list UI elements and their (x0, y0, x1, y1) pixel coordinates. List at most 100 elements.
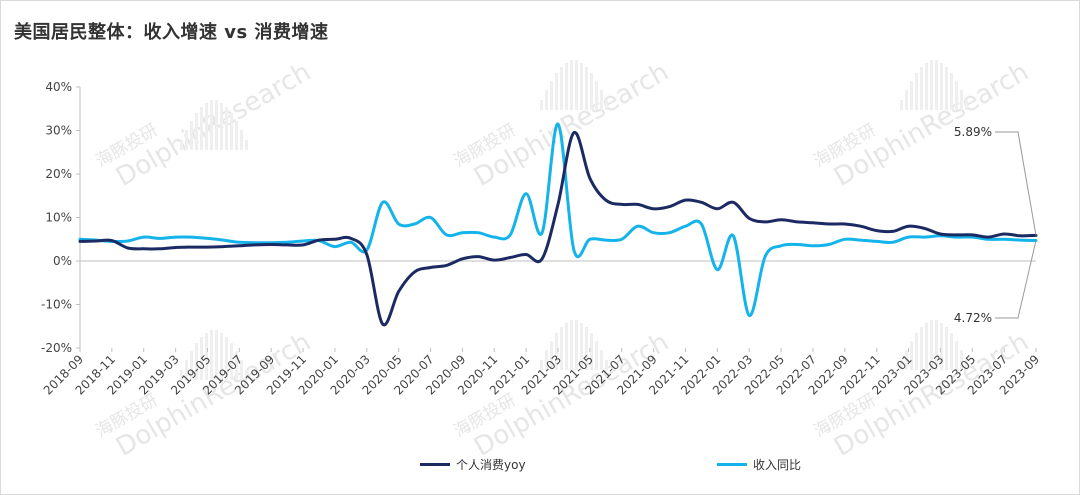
watermark-bar (925, 323, 928, 370)
watermark-bar (540, 360, 543, 370)
watermark-bar (245, 140, 248, 150)
watermark-bar (920, 67, 923, 110)
watermark-bar (185, 360, 188, 380)
watermark-bar (200, 107, 203, 150)
watermark-bar (230, 113, 233, 150)
watermark-bar (910, 341, 913, 370)
watermark-bar (225, 107, 228, 150)
watermark-bar (580, 323, 583, 370)
watermark-bar (180, 140, 183, 150)
watermark-bar (225, 337, 228, 380)
y-tick-label: 40% (45, 80, 72, 94)
watermark-bar (600, 350, 603, 370)
watermark-bar (905, 350, 908, 370)
watermark-bar (560, 67, 563, 110)
watermark-bar (920, 327, 923, 370)
watermark-bar (215, 330, 218, 380)
legend-label-consumption: 个人消费yoy (456, 458, 526, 472)
legend-label-income: 收入同比 (753, 458, 802, 472)
watermark-bar (930, 60, 933, 110)
watermark-bar (235, 121, 238, 150)
watermark-bar (220, 103, 223, 150)
watermark-bar (200, 337, 203, 380)
watermark-bar (220, 333, 223, 380)
watermark-bar (955, 81, 958, 110)
callout-leader-line (995, 131, 1037, 236)
watermark-bar (595, 341, 598, 370)
watermark-bar (955, 341, 958, 370)
y-tick-label: 10% (45, 211, 72, 225)
watermark-bar (540, 100, 543, 110)
watermark-bar (230, 343, 233, 380)
watermark-bar (550, 341, 553, 370)
watermark-bar (245, 370, 248, 380)
watermark-bar (185, 130, 188, 150)
watermark-bar (580, 63, 583, 110)
watermark-bar (965, 100, 968, 110)
watermark-bar (205, 333, 208, 380)
watermark-bar (935, 320, 938, 370)
watermark-bar (195, 343, 198, 380)
watermark-bar (240, 360, 243, 380)
watermark-bar (585, 67, 588, 110)
y-tick-label: -20% (41, 341, 72, 355)
legend-swatch-income (717, 463, 747, 466)
watermark-bar (925, 63, 928, 110)
callout-leader-line (995, 240, 1037, 319)
watermark-bar (550, 81, 553, 110)
chart-title: 美国居民整体：收入增速 vs 消费增速 (14, 22, 329, 43)
watermark-bar (570, 320, 573, 370)
watermark-bar (190, 351, 193, 380)
watermark-bar (905, 90, 908, 110)
watermark-bar (900, 360, 903, 370)
watermark-bar (575, 60, 578, 110)
watermark-bar (570, 60, 573, 110)
series-line-income (78, 122, 1038, 317)
watermark-bar (945, 327, 948, 370)
watermark-bar (545, 350, 548, 370)
legend-swatch-consumption (420, 463, 450, 466)
watermark-bars (180, 60, 968, 380)
watermark-bar (915, 73, 918, 110)
watermark-bar (560, 327, 563, 370)
watermark-bar (205, 103, 208, 150)
watermark-bar (915, 333, 918, 370)
watermark-bar (555, 333, 558, 370)
callout-label: 4.72% (954, 311, 992, 325)
watermark-bar (575, 320, 578, 370)
watermark-bar (210, 100, 213, 150)
y-tick-label: 20% (45, 167, 72, 181)
watermark-bar (960, 350, 963, 370)
watermark-bar (565, 63, 568, 110)
watermark-bar (950, 333, 953, 370)
watermark-bar (950, 73, 953, 110)
watermark-bar (900, 100, 903, 110)
watermark-bar (190, 121, 193, 150)
watermark-bar (960, 90, 963, 110)
watermark-bar (180, 370, 183, 380)
watermark-bar (585, 327, 588, 370)
callout-label: 5.89% (954, 125, 992, 139)
watermark-bar (605, 100, 608, 110)
watermark-bar (195, 113, 198, 150)
legend-item-consumption: 个人消费yoy (420, 456, 526, 473)
watermark-bar (240, 130, 243, 150)
watermark-bar (945, 67, 948, 110)
watermark-bar (555, 73, 558, 110)
watermark-bar (595, 81, 598, 110)
series-line-consumption (78, 131, 1038, 327)
watermark-bar (545, 90, 548, 110)
watermark-bar (940, 63, 943, 110)
watermark-bar (605, 360, 608, 370)
watermark-bar (965, 360, 968, 370)
watermark-bar (600, 90, 603, 110)
legend-item-income: 收入同比 (717, 456, 801, 473)
watermark-bar (215, 100, 218, 150)
watermark-bar (910, 81, 913, 110)
y-tick-label: 30% (45, 124, 72, 138)
watermark-bar (590, 333, 593, 370)
watermark-bar (210, 330, 213, 380)
watermark-bar (940, 323, 943, 370)
y-tick-label: 0% (53, 254, 72, 268)
watermark-bar (235, 351, 238, 380)
